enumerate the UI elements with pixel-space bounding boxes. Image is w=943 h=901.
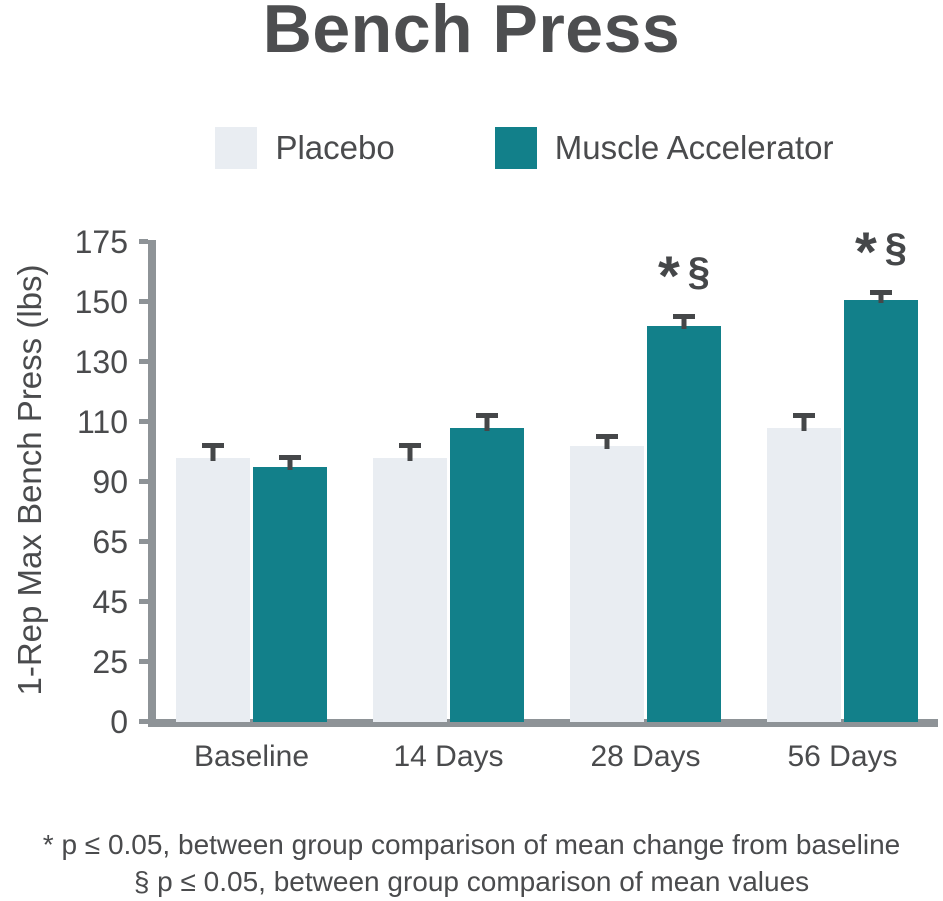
bar-group-14-days [373, 413, 524, 722]
bar-placebo-baseline [176, 443, 250, 722]
error-bar-stem [878, 295, 884, 303]
y-tick-label: 90 [92, 464, 128, 500]
chart-title: Bench Press [262, 0, 681, 67]
significance-marker: * § [854, 220, 908, 284]
y-tick-mark [139, 539, 148, 544]
y-tick-label: 0 [110, 704, 128, 740]
y-tick-mark [139, 599, 148, 604]
error-bar-cap [870, 290, 892, 296]
x-axis-label-14-days: 14 Days [393, 740, 504, 773]
legend-label-muscle-accelerator: Muscle Accelerator [554, 129, 834, 166]
error-bar-cap [476, 413, 498, 418]
bar-muscle-accelerator-28-days: * § [647, 248, 721, 722]
error-bar-stem [287, 460, 293, 470]
bar-group-baseline [176, 443, 327, 722]
error-bar-stem [681, 319, 687, 329]
x-axis-labels: Baseline 14 Days 28 Days 56 Days [156, 740, 938, 774]
y-tick-mark [139, 719, 148, 724]
x-axis-label-56-days: 56 Days [787, 740, 898, 773]
bar-muscle-accelerator-baseline [253, 455, 327, 722]
bar-muscle-accelerator-56-days: * § [844, 224, 918, 722]
y-tick-mark [139, 239, 148, 244]
legend: Placebo Muscle Accelerator [0, 127, 943, 169]
legend-swatch-muscle-accelerator [494, 127, 537, 169]
y-tick-label: 45 [92, 584, 128, 620]
asterisk-marker: * [657, 244, 680, 307]
y-tick-mark [139, 419, 148, 424]
legend-item-placebo: Placebo [215, 127, 395, 169]
y-axis-line [148, 240, 156, 727]
asterisk-marker: * [854, 220, 877, 284]
footnote-section: § p ≤ 0.05, between group comparison of … [133, 866, 810, 897]
error-bar-cap [279, 455, 301, 460]
bar-group-56-days: * § [767, 224, 918, 722]
y-tick-mark [139, 659, 148, 664]
y-tick-mark [139, 359, 148, 364]
error-bar-stem [210, 448, 216, 461]
bar-muscle-accelerator-14-days [450, 413, 524, 722]
y-tick-mark [139, 299, 148, 304]
x-axis-label-baseline: Baseline [193, 740, 310, 773]
y-tick-label: 130 [74, 344, 128, 380]
error-bar-cap [202, 443, 224, 448]
y-tick-label: 25 [92, 644, 128, 680]
error-bar-stem [801, 418, 807, 431]
section-marker: § [687, 250, 711, 294]
significance-marker: * § [657, 244, 711, 307]
bar-placebo-14-days [373, 443, 447, 722]
plot-area: * § * § [156, 224, 938, 722]
error-bar-stem [604, 439, 610, 449]
error-bar-stem [484, 418, 490, 431]
y-tick-label: 110 [76, 404, 128, 440]
footnote-asterisk: * p ≤ 0.05, between group comparison of … [42, 829, 901, 860]
y-tick-label: 65 [92, 524, 128, 560]
error-bar-cap [793, 413, 815, 418]
bar-group-28-days: * § [570, 248, 721, 722]
x-axis-line [148, 719, 938, 727]
error-bar-cap [673, 314, 695, 319]
y-tick-label: 175 [74, 224, 128, 260]
bar-placebo-56-days [767, 413, 841, 722]
x-axis-label-28-days: 28 Days [590, 740, 701, 773]
bar-placebo-28-days [570, 434, 644, 722]
y-tick-mark [139, 479, 148, 484]
legend-item-muscle-accelerator: Muscle Accelerator [494, 127, 834, 169]
error-bar-stem [407, 448, 413, 461]
error-bar-cap [399, 443, 421, 448]
footnotes: * p ≤ 0.05, between group comparison of … [0, 826, 943, 900]
error-bar-cap [596, 434, 618, 439]
legend-label-placebo: Placebo [275, 129, 395, 166]
section-marker: § [884, 226, 908, 271]
y-tick-label: 150 [74, 284, 128, 320]
legend-swatch-placebo [215, 127, 258, 169]
